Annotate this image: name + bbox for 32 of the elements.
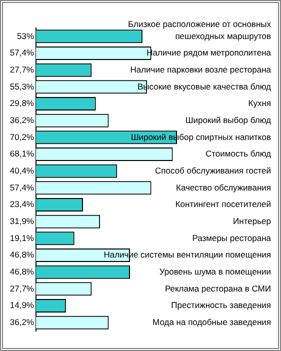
- data-label: 31,9%: [10, 216, 34, 226]
- data-label: 23,4%: [10, 199, 34, 210]
- data-label: 27,7%: [10, 283, 34, 294]
- data-label: 46,8%: [10, 266, 34, 276]
- data-label: 46,8%: [10, 250, 34, 260]
- y-tick-label: Способ обслуживания гостей: [155, 165, 272, 176]
- data-label: 53%: [16, 30, 34, 41]
- data-label: 36,2%: [10, 316, 34, 327]
- data-label: 27,7%: [10, 64, 34, 74]
- data-label: 40,4%: [10, 165, 34, 176]
- y-tick-label: Широкий выбор блюд: [186, 114, 272, 125]
- y-tick-label: Реклама ресторана в СМИ: [164, 283, 271, 294]
- y-tick-label: Интерьер: [233, 216, 272, 226]
- y-tick-label: Размеры ресторана: [192, 232, 272, 243]
- data-label: 14,9%: [10, 300, 34, 310]
- y-tick-label: Контингент посетителей: [175, 199, 272, 210]
- data-label: 57,4%: [10, 48, 34, 58]
- data-label: 57,4%: [10, 182, 34, 192]
- y-tick-label: Кухня: [248, 98, 272, 108]
- data-label: 19,1%: [10, 232, 34, 243]
- y-tick-label: Наличие парковки возле ресторана: [130, 64, 272, 74]
- y-tick-label: Престижность заведения: [171, 300, 272, 310]
- data-label: 29,8%: [10, 98, 34, 108]
- data-label: 55,3%: [10, 81, 34, 92]
- y-tick-label: Стоимость блюд: [205, 148, 272, 159]
- y-tick-label: Качество обслуживания: [176, 182, 272, 192]
- y-tick-label: Мода на подобные заведения: [152, 316, 272, 327]
- data-label: 36,2%: [10, 114, 34, 125]
- data-label: 68,1%: [10, 148, 34, 159]
- y-tick-label: Близкое расположение от основных пешеходных маршрутов: [128, 18, 272, 41]
- data-label: 70,2%: [10, 132, 34, 142]
- y-tick-label: Уровень шума в помещении: [159, 266, 272, 276]
